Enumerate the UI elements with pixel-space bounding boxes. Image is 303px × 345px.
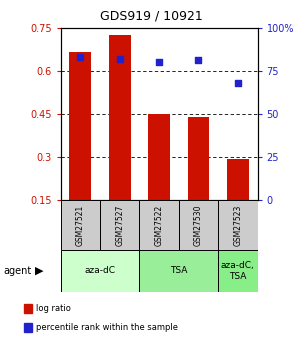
Text: aza-dC: aza-dC (85, 266, 115, 275)
Text: GSM27523: GSM27523 (233, 205, 242, 246)
Text: ▶: ▶ (35, 266, 43, 276)
Bar (109, 35, 131, 200)
Bar (69, 52, 91, 200)
Bar (218, 200, 258, 250)
Bar (218, 250, 258, 292)
Point (78, 54, 83, 60)
Point (157, 59, 161, 65)
Text: GSM27527: GSM27527 (115, 205, 124, 246)
Point (235, 80, 240, 86)
Bar (227, 159, 249, 200)
Point (196, 58, 201, 63)
Bar (61, 250, 139, 292)
Bar (148, 115, 170, 200)
Text: percentile rank within the sample: percentile rank within the sample (36, 323, 178, 332)
Text: log ratio: log ratio (36, 304, 71, 313)
Text: GSM27530: GSM27530 (194, 204, 203, 246)
Text: GSM27521: GSM27521 (76, 205, 85, 246)
Text: GSM27522: GSM27522 (155, 205, 164, 246)
Bar (139, 250, 218, 292)
Bar (179, 200, 218, 250)
Text: TSA: TSA (170, 266, 188, 275)
Text: agent: agent (3, 266, 31, 276)
Bar (61, 200, 100, 250)
Bar (100, 200, 139, 250)
Point (117, 56, 122, 61)
Bar (188, 117, 209, 200)
Text: aza-dC,
TSA: aza-dC, TSA (221, 261, 255, 280)
Text: GDS919 / 10921: GDS919 / 10921 (100, 9, 203, 22)
Bar (139, 200, 179, 250)
